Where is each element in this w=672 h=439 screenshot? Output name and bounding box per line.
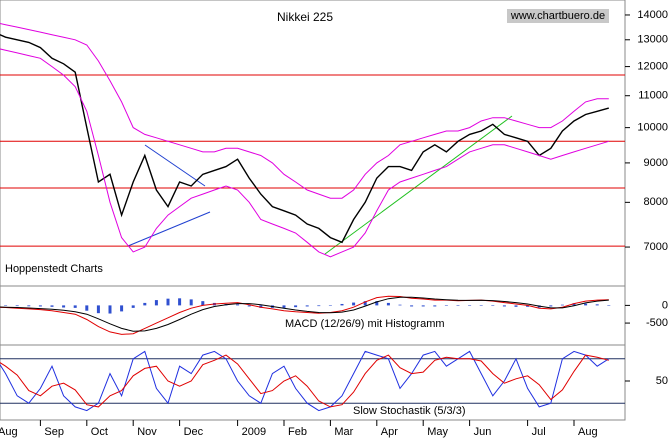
histogram-bar [236, 304, 240, 306]
histogram-bar [154, 300, 158, 306]
y-tick-label: 7000 [644, 241, 668, 253]
y-tick-label: 50 [656, 375, 668, 387]
histogram-bar [479, 305, 483, 306]
x-tick-label: Oct [91, 426, 108, 438]
histogram-bar [363, 301, 367, 306]
source-box [507, 9, 609, 23]
histogram-bar [189, 299, 193, 306]
histogram-bar [502, 305, 506, 307]
histogram-bar [584, 303, 588, 306]
y-tick-label: -500 [646, 317, 668, 329]
histogram-bar [491, 305, 495, 306]
histogram-bar [410, 305, 414, 307]
y-tick-label: 8000 [644, 196, 668, 208]
x-tick-label: Apr [381, 426, 398, 438]
histogram-bar [352, 302, 356, 306]
trend-line [144, 144, 206, 187]
histogram-bar [433, 305, 437, 307]
histogram-bar [166, 298, 170, 306]
series-line [0, 296, 609, 332]
histogram-bar [444, 305, 448, 306]
histogram-bar [201, 301, 205, 306]
histogram-bar [108, 305, 112, 314]
source: www.chartbuero.de [510, 10, 605, 22]
series-line [0, 350, 610, 412]
x-tick-label: Sep [44, 426, 64, 438]
credit: Hoppenstedt Charts [5, 263, 103, 275]
histogram-bar [514, 305, 518, 307]
panel-title: MACD (12/26/9) mit Histogramm [285, 318, 445, 330]
histogram-bar [38, 305, 42, 307]
y-tick-label: 13000 [637, 34, 668, 46]
histogram-bar [572, 303, 576, 306]
x-tick-label: May [427, 426, 448, 438]
x-tick-label: Jul [532, 426, 546, 438]
histogram-bar [4, 305, 8, 306]
x-tick-label: Dec [184, 426, 204, 438]
series-line [0, 354, 609, 408]
x-tick-label: Jun [474, 426, 492, 438]
trend-line [324, 115, 513, 255]
x-tick-label: Aug [578, 426, 598, 438]
histogram-bar [549, 305, 553, 307]
y-tick-label: 12000 [637, 60, 668, 72]
histogram-bar [375, 301, 379, 306]
histogram-bar [120, 305, 124, 312]
chart-title: Nikkei 225 [277, 10, 333, 24]
histogram-bar [143, 302, 147, 306]
series-line [0, 33, 609, 244]
y-tick-label: 0 [662, 299, 668, 311]
histogram-bar [607, 305, 611, 306]
histogram-bar [305, 305, 309, 307]
panel-title: Slow Stochastik (5/3/3) [353, 405, 466, 417]
histogram-bar [560, 304, 564, 306]
histogram-bar [317, 305, 321, 307]
histogram-bar [73, 305, 77, 308]
trend-line [127, 211, 211, 247]
histogram-bar [15, 305, 19, 307]
histogram-bar [456, 305, 460, 306]
histogram-bar [421, 305, 425, 307]
histogram-bar [468, 305, 472, 306]
histogram-bar [62, 305, 66, 308]
histogram-bar [595, 304, 599, 306]
x-tick-label: Feb [288, 426, 307, 438]
histogram-bar [131, 305, 135, 308]
histogram-bar [85, 305, 89, 311]
histogram-bar [282, 305, 286, 308]
series-line [0, 22, 609, 199]
y-tick-label: 14000 [637, 9, 668, 21]
histogram-bar [178, 298, 182, 306]
histogram-bar [386, 302, 390, 306]
series-line [0, 295, 609, 335]
histogram-bar [259, 305, 263, 308]
histogram-bar [27, 305, 31, 307]
plot-frame [0, 0, 626, 421]
histogram-bar [328, 305, 332, 306]
y-tick-label: 9000 [644, 157, 668, 169]
histogram-bar [398, 304, 402, 306]
y-tick-label: 10000 [637, 122, 668, 134]
x-tick-label: Aug [0, 426, 18, 438]
histogram-bar [96, 305, 100, 314]
x-tick-label: Mar [334, 426, 353, 438]
histogram-bar [526, 305, 530, 307]
y-tick-label: 11000 [638, 90, 668, 102]
x-tick-label: 2009 [242, 426, 266, 438]
histogram-bar [247, 305, 251, 307]
histogram-bar [294, 305, 298, 308]
histogram-bar [50, 305, 54, 307]
histogram-bar [340, 303, 344, 306]
series-line [0, 48, 609, 258]
x-tick-label: Nov [137, 426, 157, 438]
